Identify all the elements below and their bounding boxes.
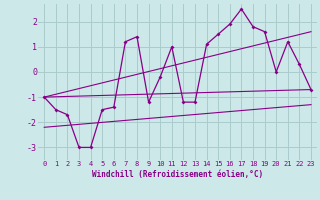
- X-axis label: Windchill (Refroidissement éolien,°C): Windchill (Refroidissement éolien,°C): [92, 170, 263, 179]
